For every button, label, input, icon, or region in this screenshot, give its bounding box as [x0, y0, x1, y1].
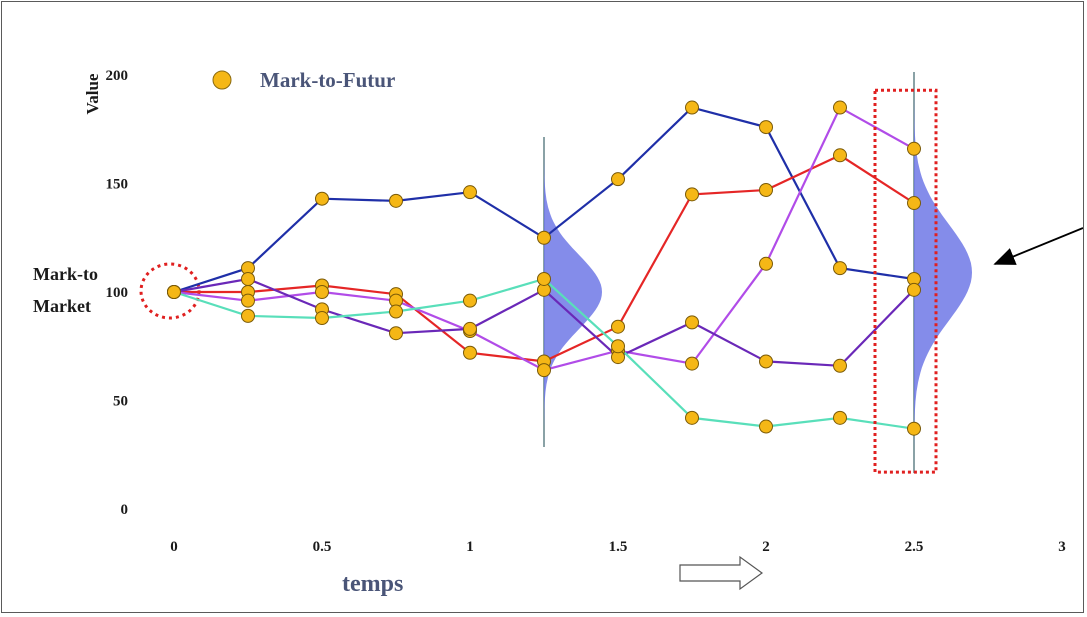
data-point	[241, 271, 255, 286]
time-direction-arrow	[679, 555, 764, 591]
distribution-curve	[544, 159, 602, 425]
y-tick-label: 0	[121, 502, 129, 518]
data-point	[907, 141, 921, 156]
data-point	[315, 311, 329, 326]
data-point	[537, 363, 551, 378]
data-point	[759, 419, 773, 434]
data-point	[463, 321, 477, 336]
legend-label: Mark-to-Futur	[260, 68, 395, 92]
data-point	[833, 410, 847, 425]
x-tick-label: 0.5	[313, 539, 332, 555]
data-point	[907, 196, 921, 211]
x-tick-label: 3	[1058, 539, 1066, 555]
data-point	[833, 358, 847, 373]
data-point	[759, 256, 773, 271]
data-point	[463, 293, 477, 308]
data-point	[537, 271, 551, 286]
x-tick-label: 2.5	[905, 539, 924, 555]
data-point	[611, 319, 625, 334]
legend-marker	[212, 70, 232, 90]
y-tick-label: 200	[106, 68, 129, 84]
mark-to-market-label-line2: Market	[33, 296, 91, 316]
data-point	[167, 285, 181, 299]
data-point	[389, 326, 403, 341]
data-point	[759, 120, 773, 135]
plot-area: 0 0.5 1 1.5 2 2.5 3 0 50 100 150 200	[106, 68, 1066, 555]
y-tick-label: 150	[106, 177, 129, 193]
data-point	[685, 100, 699, 115]
data-point	[833, 100, 847, 115]
data-point	[759, 183, 773, 198]
data-point	[685, 410, 699, 425]
data-point	[685, 315, 699, 330]
data-point	[537, 230, 551, 245]
data-point	[241, 293, 255, 308]
data-point	[833, 148, 847, 163]
data-point	[463, 345, 477, 360]
x-axis-label: temps	[342, 571, 403, 597]
data-point	[611, 172, 625, 187]
data-point	[907, 282, 921, 297]
data-point	[463, 185, 477, 200]
y-axis-label: Value	[83, 73, 102, 114]
data-point	[685, 187, 699, 202]
data-point	[241, 308, 255, 323]
x-tick-label: 1.5	[609, 539, 628, 555]
data-point	[685, 356, 699, 371]
data-point	[611, 339, 625, 354]
distribution-pointer-arrow	[993, 227, 1083, 265]
x-tick-label: 1	[466, 539, 474, 555]
data-point	[833, 261, 847, 276]
data-point	[389, 193, 403, 208]
data-point	[759, 354, 773, 369]
distribution-curve	[914, 100, 972, 445]
data-point	[389, 304, 403, 319]
y-tick-label: 100	[106, 285, 129, 301]
data-point	[907, 421, 921, 436]
data-point	[315, 285, 329, 299]
mark-to-market-label-line1: Mark-to	[33, 264, 98, 284]
y-tick-label: 50	[113, 394, 128, 410]
data-point	[315, 191, 329, 206]
terminal-highlight-box	[873, 88, 938, 474]
x-tick-label: 2	[762, 539, 770, 555]
x-tick-label: 0	[170, 539, 178, 555]
